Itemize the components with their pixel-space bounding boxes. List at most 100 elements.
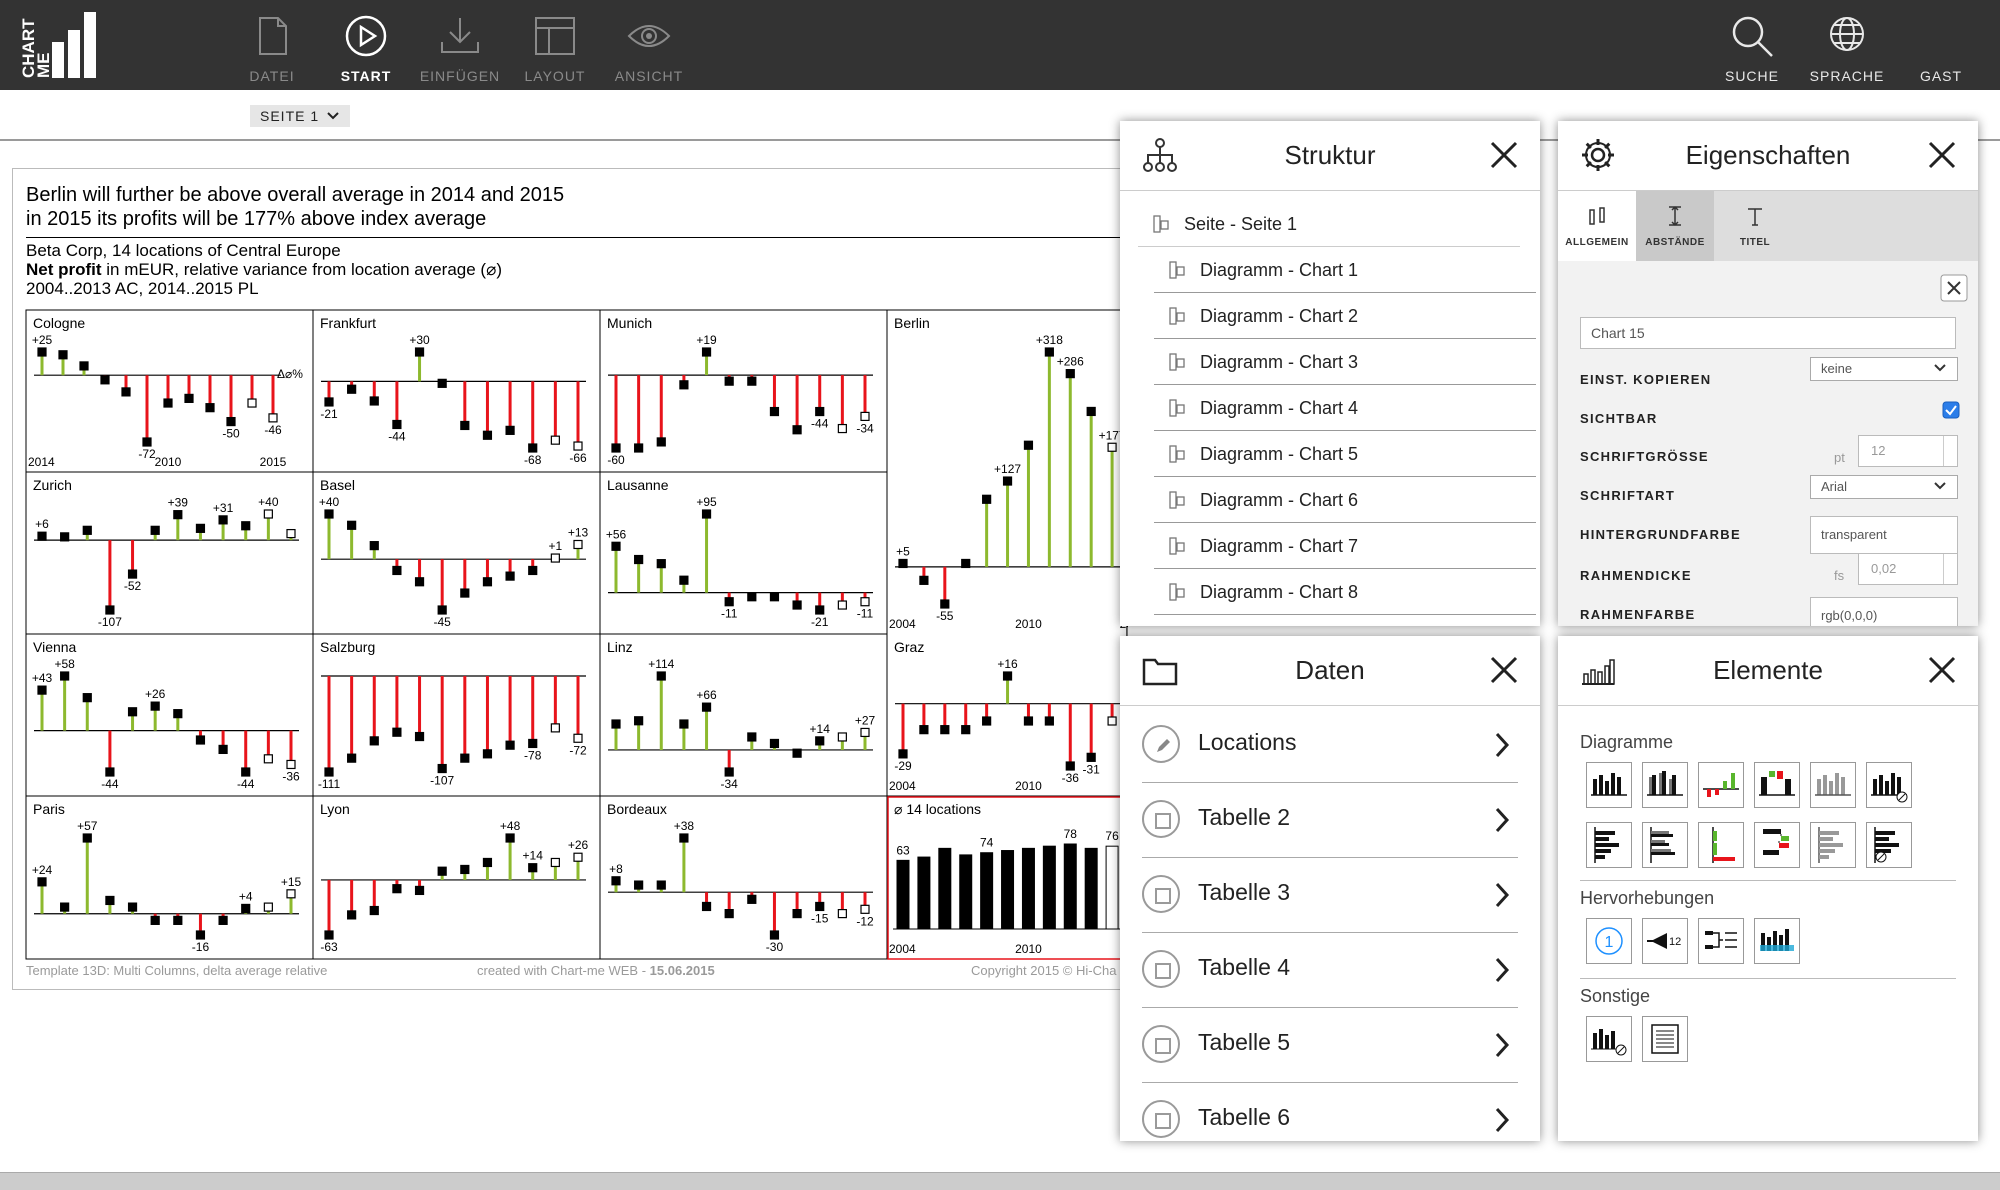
lollipop-marker[interactable] — [392, 884, 402, 894]
lollipop-marker[interactable] — [792, 425, 802, 435]
lollipop-marker[interactable] — [611, 876, 621, 886]
chevron-right-icon[interactable] — [1492, 730, 1512, 760]
lollipop-marker[interactable] — [150, 701, 160, 711]
lollipop-marker[interactable] — [724, 597, 734, 607]
lollipop-marker[interactable] — [701, 509, 712, 519]
lollipop-marker[interactable] — [634, 880, 644, 890]
lollipop-marker[interactable] — [247, 398, 257, 408]
chart-bar[interactable] — [959, 854, 973, 930]
lollipop-marker[interactable] — [324, 930, 334, 940]
faded-bar-button[interactable] — [1810, 822, 1856, 868]
lollipop-marker[interactable] — [573, 733, 583, 743]
lollipop-marker[interactable] — [961, 725, 971, 735]
lollipop-marker[interactable] — [369, 541, 379, 551]
data-table-item[interactable]: Tabelle 6 — [1142, 1083, 1518, 1141]
lollipop-marker[interactable] — [940, 599, 950, 609]
lollipop-marker[interactable] — [724, 376, 734, 386]
lollipop-marker[interactable] — [701, 347, 712, 357]
lollipop-marker[interactable] — [1107, 442, 1117, 452]
select-circle[interactable] — [1142, 800, 1180, 838]
lollipop-marker[interactable] — [815, 406, 825, 417]
lollipop-marker[interactable] — [163, 398, 173, 408]
lollipop-marker[interactable] — [611, 541, 621, 551]
struktur-item-chart[interactable]: Diagramm - Chart 7 — [1154, 523, 1536, 569]
lollipop-marker[interactable] — [105, 605, 115, 615]
lollipop-marker[interactable] — [679, 380, 689, 390]
lollipop-marker[interactable] — [837, 732, 847, 742]
lollipop-marker[interactable] — [369, 736, 379, 746]
visible-checkbox[interactable] — [1942, 401, 1960, 419]
lollipop-marker[interactable] — [961, 558, 971, 569]
lollipop-marker[interactable] — [347, 753, 357, 763]
lollipop-marker[interactable] — [482, 857, 493, 868]
lollipop-marker[interactable] — [482, 577, 493, 587]
tab-datei[interactable]: DATEI — [217, 0, 327, 90]
chart-bar[interactable] — [1042, 845, 1056, 930]
data-table-item[interactable]: Locations — [1142, 708, 1518, 783]
lollipop-marker[interactable] — [656, 671, 666, 681]
lollipop-marker[interactable] — [1107, 716, 1117, 726]
custom-column-button[interactable] — [1866, 762, 1912, 808]
lollipop-marker[interactable] — [184, 393, 194, 403]
lollipop-marker[interactable] — [837, 423, 847, 434]
lollipop-marker[interactable] — [369, 396, 379, 406]
tab-start[interactable]: START — [311, 0, 421, 90]
lollipop-marker[interactable] — [573, 852, 583, 862]
lollipop-marker[interactable] — [127, 569, 138, 579]
lollipop-marker[interactable] — [837, 909, 847, 919]
lollipop-marker[interactable] — [460, 753, 470, 763]
tab-einfuegen[interactable]: EINFÜGEN — [405, 0, 515, 90]
lollipop-marker[interactable] — [860, 727, 870, 738]
select-circle[interactable] — [1142, 1100, 1180, 1138]
lollipop-marker[interactable] — [482, 430, 493, 440]
chart-bar[interactable] — [1001, 850, 1015, 930]
lollipop-marker[interactable] — [747, 732, 757, 742]
lollipop-marker[interactable] — [414, 347, 425, 357]
lollipop-marker[interactable] — [482, 749, 493, 759]
lollipop-marker[interactable] — [724, 767, 734, 777]
lollipop-marker[interactable] — [528, 738, 538, 749]
lollipop-marker[interactable] — [218, 515, 228, 525]
tab-abstaende[interactable]: ABSTÄNDE — [1636, 191, 1714, 261]
small-multiples-charts[interactable]: Cologne +25 -72 -50 -46 2014 2010 2015 Δ⌀% Frankf… — [13, 169, 1128, 991]
lollipop-marker[interactable] — [634, 443, 644, 453]
bg-color-field[interactable]: transparent — [1810, 516, 1958, 554]
lollipop-marker[interactable] — [286, 528, 296, 539]
data-table-item[interactable]: Tabelle 4 — [1142, 933, 1518, 1008]
lollipop-marker[interactable] — [769, 592, 780, 602]
lollipop-marker[interactable] — [919, 725, 929, 735]
highlight-area-button[interactable] — [1754, 918, 1800, 964]
lollipop-marker[interactable] — [1086, 752, 1096, 762]
lollipop-marker[interactable] — [898, 749, 908, 759]
lollipop-marker[interactable] — [815, 901, 825, 912]
lollipop-marker[interactable] — [437, 866, 447, 876]
data-table-item[interactable]: Tabelle 3 — [1142, 858, 1518, 933]
lollipop-marker[interactable] — [611, 443, 621, 453]
lollipop-marker[interactable] — [460, 864, 470, 875]
lollipop-marker[interactable] — [241, 903, 251, 914]
lollipop-marker[interactable] — [82, 693, 92, 703]
tab-allgemein[interactable]: ALLGEMEIN — [1558, 191, 1636, 261]
edit-circle[interactable] — [1142, 725, 1180, 763]
guest-button[interactable]: GAST — [1886, 0, 1996, 90]
lollipop-marker[interactable] — [324, 397, 334, 407]
lollipop-marker[interactable] — [815, 605, 825, 615]
lollipop-marker[interactable] — [82, 833, 92, 843]
lollipop-marker[interactable] — [127, 707, 138, 717]
struktur-item-chart[interactable]: Diagramm - Chart 2 — [1154, 293, 1536, 339]
lollipop-marker[interactable] — [392, 565, 402, 576]
lollipop-marker[interactable] — [919, 575, 929, 585]
bar-chart-button[interactable] — [1586, 822, 1632, 868]
font-size-stepper[interactable]: 12 — [1858, 435, 1958, 467]
lollipop-marker[interactable] — [347, 910, 357, 920]
lollipop-marker[interactable] — [37, 347, 47, 357]
lollipop-marker[interactable] — [414, 731, 425, 742]
waterfall-bar-button[interactable] — [1754, 822, 1800, 868]
lollipop-marker[interactable] — [528, 443, 538, 453]
lollipop-marker[interactable] — [369, 905, 379, 916]
lollipop-marker[interactable] — [679, 833, 689, 843]
chevron-right-icon[interactable] — [1492, 880, 1512, 910]
lollipop-marker[interactable] — [241, 767, 251, 777]
lollipop-marker[interactable] — [60, 532, 70, 542]
highlight-number-button[interactable]: 1 — [1586, 918, 1632, 964]
